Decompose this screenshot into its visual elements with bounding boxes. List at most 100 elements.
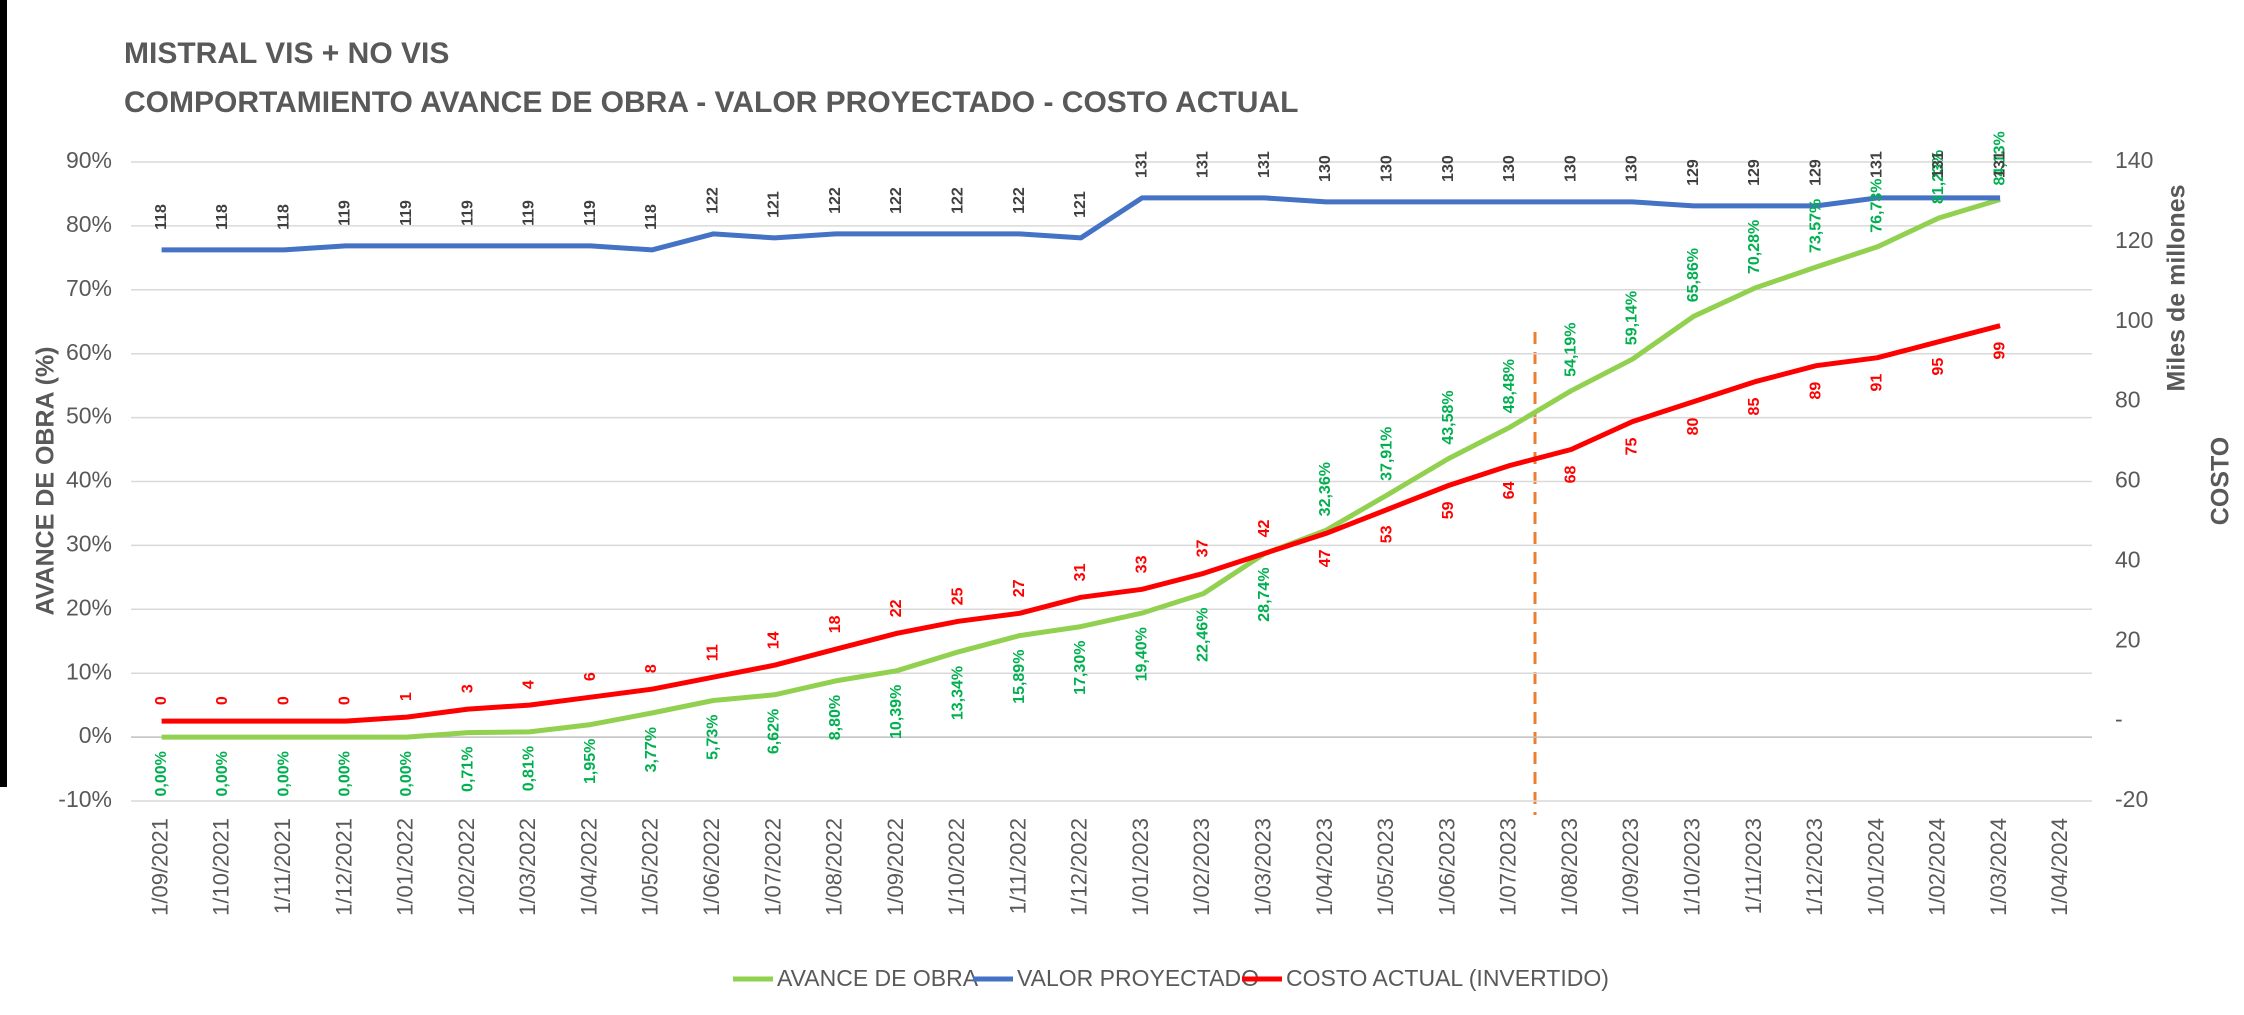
data-label: 89 <box>1807 382 1824 400</box>
data-label: 0,71% <box>459 747 476 792</box>
x-tick-label: 1/04/2023 <box>1312 818 1337 916</box>
data-label: 85 <box>1746 398 1763 416</box>
data-label: 31 <box>1072 563 1089 581</box>
data-label: 130 <box>1378 155 1395 182</box>
x-tick-label: 1/02/2022 <box>454 818 479 916</box>
data-label: 15,89% <box>1011 650 1028 704</box>
data-label: 130 <box>1501 155 1518 182</box>
data-label: 1,95% <box>582 739 599 784</box>
x-tick-label: 1/03/2022 <box>515 818 540 916</box>
data-label: 122 <box>704 187 721 214</box>
data-label: 122 <box>827 187 844 214</box>
data-label: 131 <box>1991 151 2008 178</box>
data-label: 129 <box>1746 159 1763 186</box>
x-tick-label: 1/11/2023 <box>1741 818 1766 914</box>
y-tick-label: 30% <box>66 530 112 556</box>
y2-tick-label: - <box>2115 706 2123 732</box>
data-label: 59 <box>1440 501 1457 519</box>
x-tick-label: 1/10/2023 <box>1679 818 1704 916</box>
data-label: 22 <box>888 599 905 617</box>
y-tick-label: 0% <box>79 722 112 748</box>
x-tick-label: 1/12/2023 <box>1802 818 1827 916</box>
y2-axis-title: Miles de millones <box>2163 184 2191 391</box>
x-tick-label: 1/03/2023 <box>1251 818 1276 916</box>
data-label: 130 <box>1562 155 1579 182</box>
x-tick-label: 1/02/2023 <box>1189 818 1214 916</box>
data-label: 13,34% <box>950 666 967 720</box>
data-label: 22,46% <box>1195 608 1212 662</box>
data-label: 121 <box>766 191 783 218</box>
data-label: 37 <box>1195 539 1212 557</box>
data-label: 0 <box>275 696 292 705</box>
data-label: 65,86% <box>1685 248 1702 302</box>
data-label: 122 <box>888 187 905 214</box>
data-label: 32,36% <box>1317 462 1334 516</box>
data-label: 118 <box>214 204 231 230</box>
x-tick-label: 1/12/2022 <box>1067 818 1092 916</box>
data-label: 68 <box>1562 465 1579 483</box>
data-label: 119 <box>337 200 354 226</box>
y-axis-title: AVANCE DE OBRA (%) <box>32 347 60 616</box>
data-label: 59,14% <box>1624 291 1641 345</box>
data-label: 75 <box>1624 437 1641 455</box>
data-label: 70,28% <box>1746 220 1763 274</box>
data-label: 3 <box>459 684 476 693</box>
data-label: 33 <box>1133 555 1150 573</box>
data-label: 6 <box>582 672 599 681</box>
series-line <box>161 197 2001 740</box>
x-tick-label: 1/11/2021 <box>270 818 295 914</box>
data-label: 0 <box>337 696 354 705</box>
data-label: 6,62% <box>766 709 783 754</box>
data-label: 0 <box>214 696 231 705</box>
x-tick-label: 1/06/2022 <box>699 818 724 916</box>
data-label: 99 <box>1991 342 2008 360</box>
data-label: 131 <box>1195 151 1212 178</box>
data-label: 118 <box>643 204 660 230</box>
x-tick-label: 1/01/2023 <box>1128 818 1153 916</box>
y-tick-label: 40% <box>66 467 112 493</box>
x-tick-label: 1/04/2022 <box>576 818 601 916</box>
data-label: 54,19% <box>1562 323 1579 377</box>
data-label: 80 <box>1685 418 1702 436</box>
data-label: 0,81% <box>521 746 538 791</box>
data-label: 81,23% <box>1930 150 1947 204</box>
y2-tick-label: -20 <box>2115 786 2148 812</box>
y2-tick-label: 140 <box>2115 147 2153 173</box>
x-tick-label: 1/08/2022 <box>822 818 847 916</box>
data-label: 131 <box>1133 151 1150 178</box>
x-tick-label: 1/10/2021 <box>209 818 234 916</box>
data-label: 131 <box>1256 151 1273 178</box>
data-label: 131 <box>1930 151 1947 178</box>
x-tick-label: 1/06/2023 <box>1434 818 1459 916</box>
x-tick-label: 1/01/2022 <box>393 818 418 916</box>
y2-tick-label: 20 <box>2115 626 2141 652</box>
data-label: 119 <box>398 200 415 226</box>
data-label: 3,77% <box>643 727 660 772</box>
data-label: 18 <box>827 615 844 633</box>
data-label: 5,73% <box>704 714 721 759</box>
chart-subtitle: COMPORTAMIENTO AVANCE DE OBRA - VALOR PR… <box>124 86 1298 119</box>
y2-axis-title: COSTO <box>2207 437 2235 525</box>
data-label: 4 <box>521 680 538 689</box>
y2-tick-label: 120 <box>2115 227 2153 253</box>
data-label: 131 <box>1869 151 1886 178</box>
data-label: 119 <box>582 200 599 226</box>
data-label: 42 <box>1256 519 1273 537</box>
data-label: 119 <box>459 200 476 226</box>
y-tick-label: 20% <box>66 594 112 620</box>
y-tick-label: -10% <box>58 786 112 812</box>
data-label: 27 <box>1011 579 1028 597</box>
y2-tick-label: 100 <box>2115 307 2153 333</box>
data-label: 64 <box>1501 481 1518 499</box>
data-label: 8,80% <box>827 695 844 740</box>
data-label: 130 <box>1317 155 1334 182</box>
data-label: 0 <box>153 696 170 705</box>
data-label: 129 <box>1685 159 1702 186</box>
data-label: 76,73% <box>1869 179 1886 233</box>
series-line <box>161 323 2001 724</box>
data-label: 53 <box>1378 525 1395 543</box>
legend-label: COSTO ACTUAL (INVERTIDO) <box>1286 965 1609 991</box>
chart-title: MISTRAL VIS + NO VIS <box>124 37 449 70</box>
x-tick-label: 1/04/2024 <box>2047 818 2072 916</box>
